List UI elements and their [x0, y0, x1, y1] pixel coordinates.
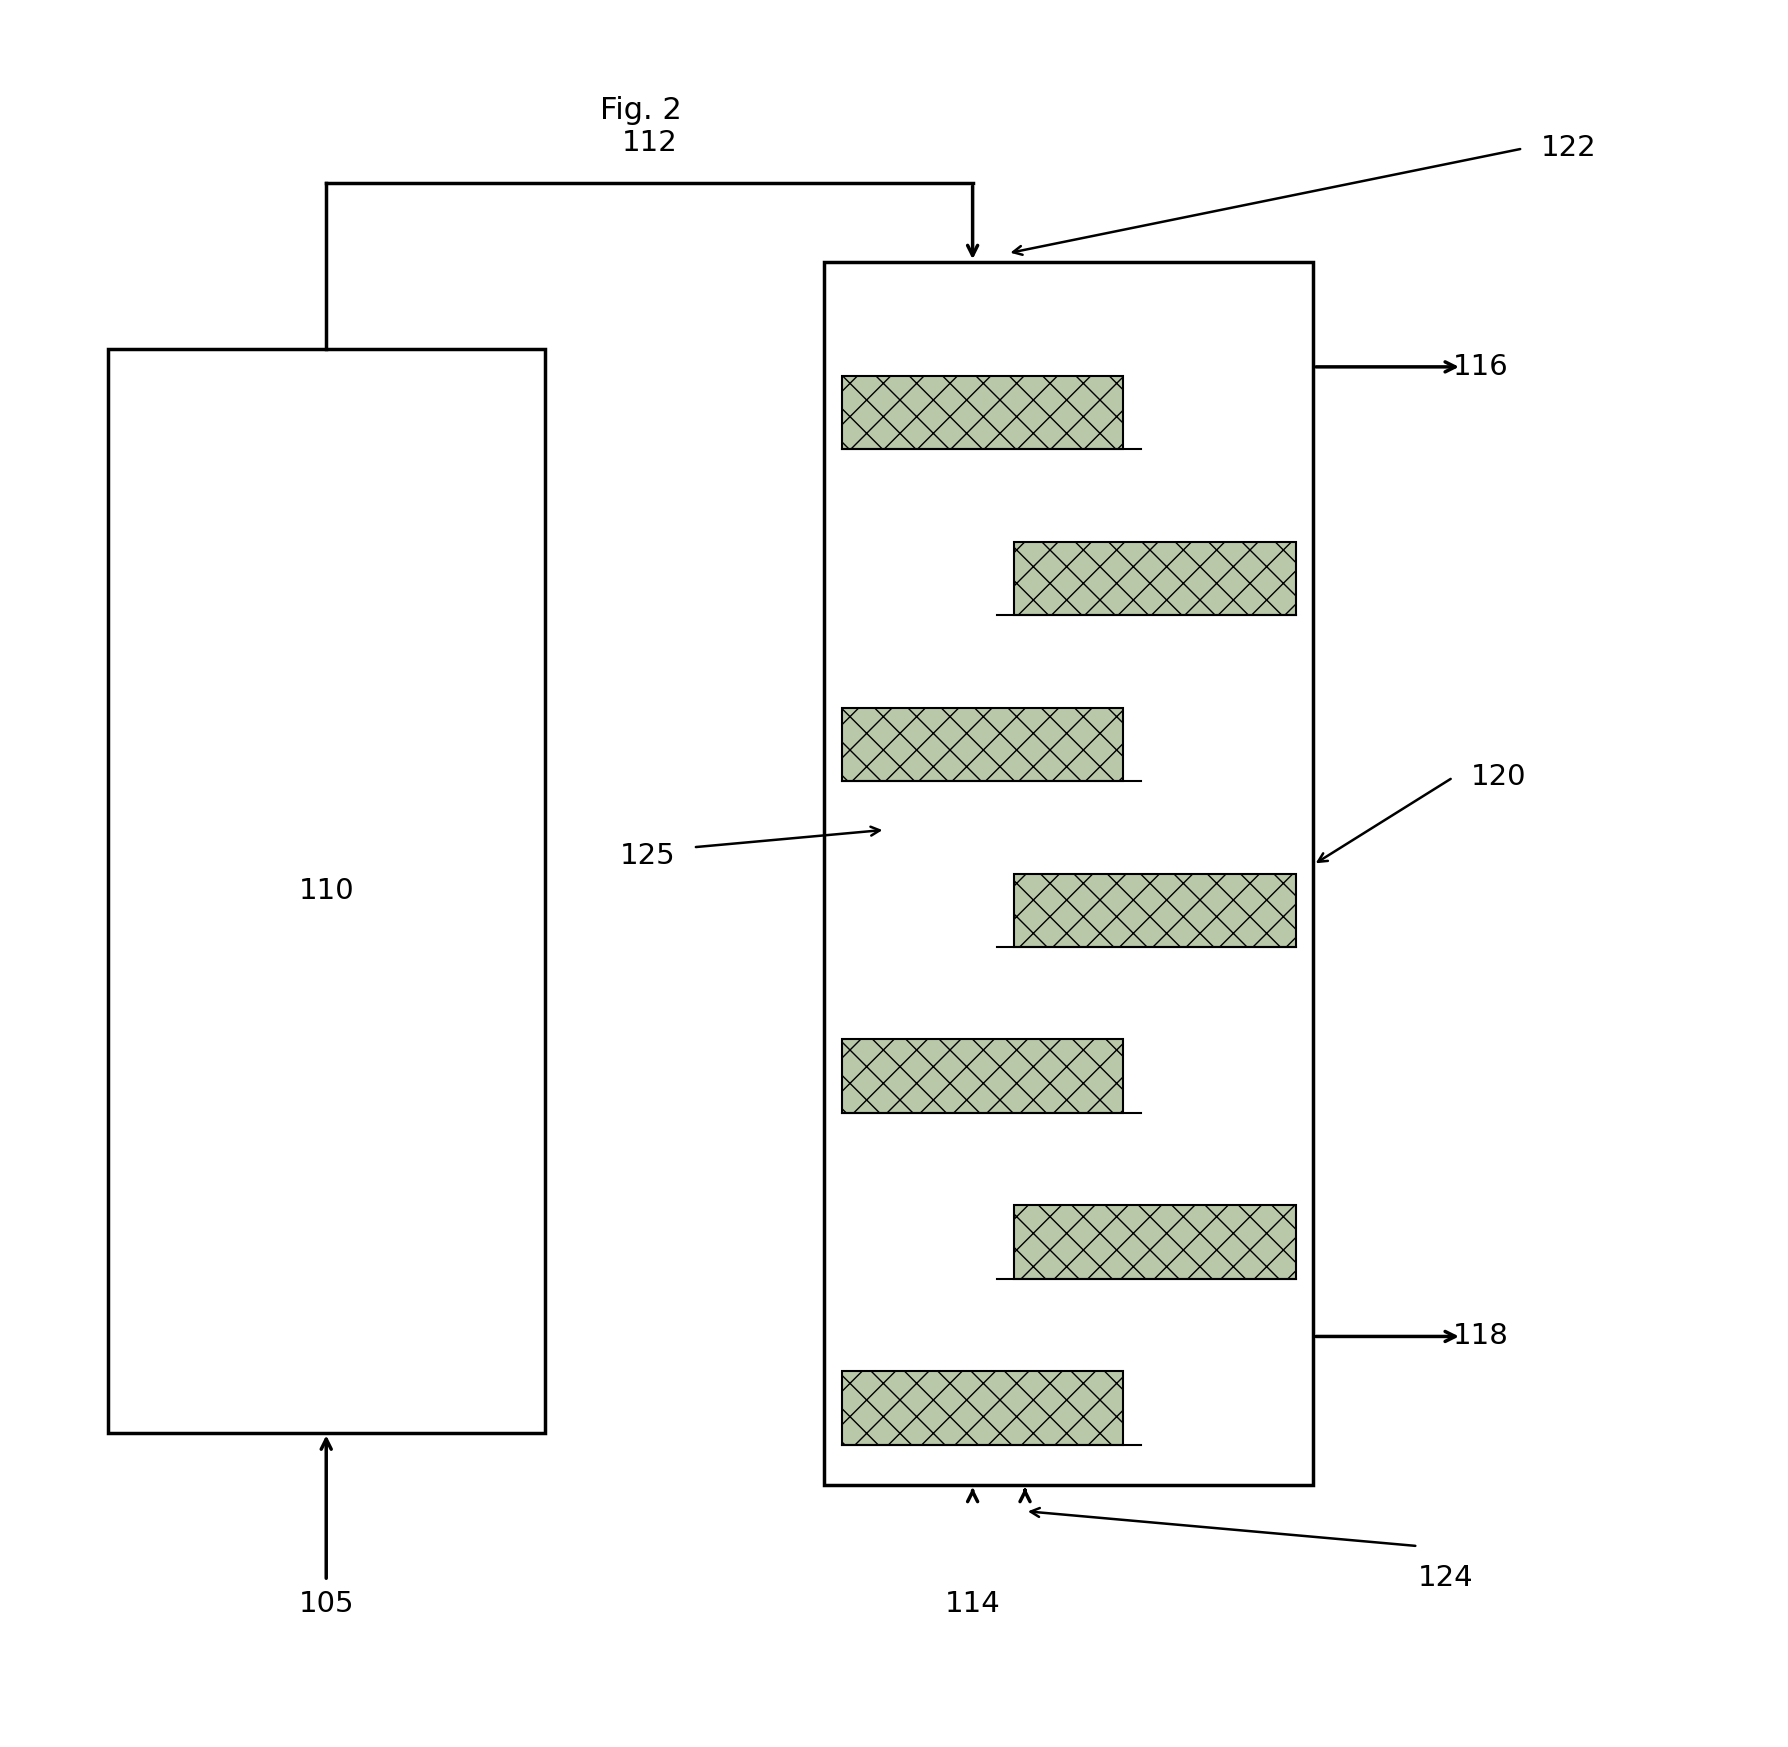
Bar — [842, 708, 1123, 781]
Bar — [1014, 542, 1296, 615]
Text: 120: 120 — [1470, 763, 1525, 791]
Text: 118: 118 — [1454, 1322, 1509, 1350]
Bar — [842, 1039, 1123, 1113]
Text: 116: 116 — [1454, 353, 1509, 381]
Text: 125: 125 — [620, 842, 676, 870]
Bar — [1014, 1205, 1296, 1279]
Bar — [1014, 874, 1296, 947]
Text: 105: 105 — [299, 1590, 354, 1618]
Text: Fig. 2: Fig. 2 — [599, 96, 681, 126]
Text: 122: 122 — [1541, 135, 1597, 162]
Text: 114: 114 — [944, 1590, 1001, 1618]
Bar — [824, 262, 1312, 1485]
Text: 124: 124 — [1418, 1564, 1473, 1592]
Text: 110: 110 — [299, 877, 354, 905]
Text: 112: 112 — [622, 129, 678, 157]
Bar — [107, 349, 545, 1433]
Bar — [842, 1371, 1123, 1445]
Bar — [842, 376, 1123, 449]
